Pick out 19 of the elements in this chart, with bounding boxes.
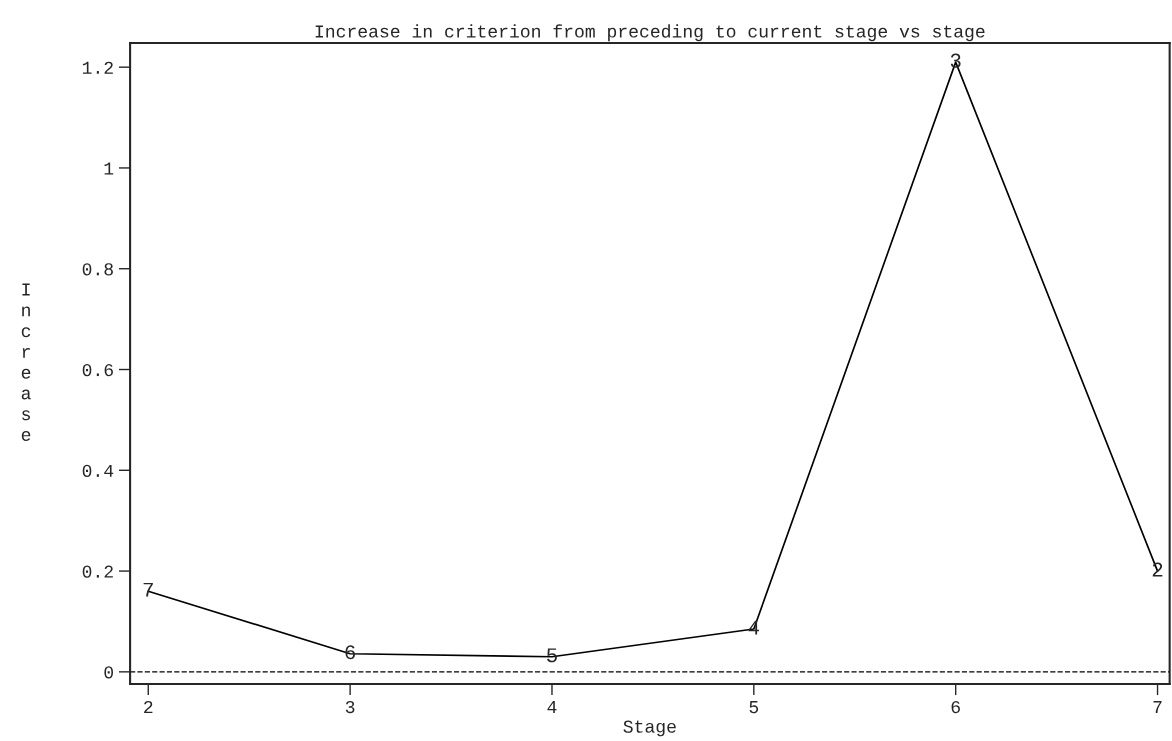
annotation: 3 — [950, 53, 961, 68]
y-tick-label: 0 — [104, 666, 114, 679]
x-tick-label: 3 — [345, 700, 355, 714]
y-tick-label: 0.8 — [82, 263, 113, 276]
x-tick-label: 2 — [144, 700, 153, 713]
x-axis-title: Stage — [623, 720, 676, 737]
y-tick-label: 0.6 — [82, 363, 113, 377]
y-axis-title: Increase — [21, 283, 31, 441]
y-tick-label: 0.2 — [82, 565, 113, 578]
x-tick-label: 7 — [1153, 701, 1162, 713]
x-tick-label: 6 — [951, 700, 960, 714]
y-tick-label: 1 — [104, 162, 114, 175]
annotation: 2 — [1152, 562, 1163, 577]
y-tick-label: 1.2 — [82, 61, 113, 74]
chart-title: Increase in criterion from preceding to current stage vs stage — [315, 24, 985, 42]
x-tick-label: 4 — [547, 701, 557, 713]
annotation: 7 — [143, 582, 153, 597]
y-tick-label: 0.4 — [82, 464, 114, 478]
x-tick-label: 5 — [749, 701, 759, 714]
